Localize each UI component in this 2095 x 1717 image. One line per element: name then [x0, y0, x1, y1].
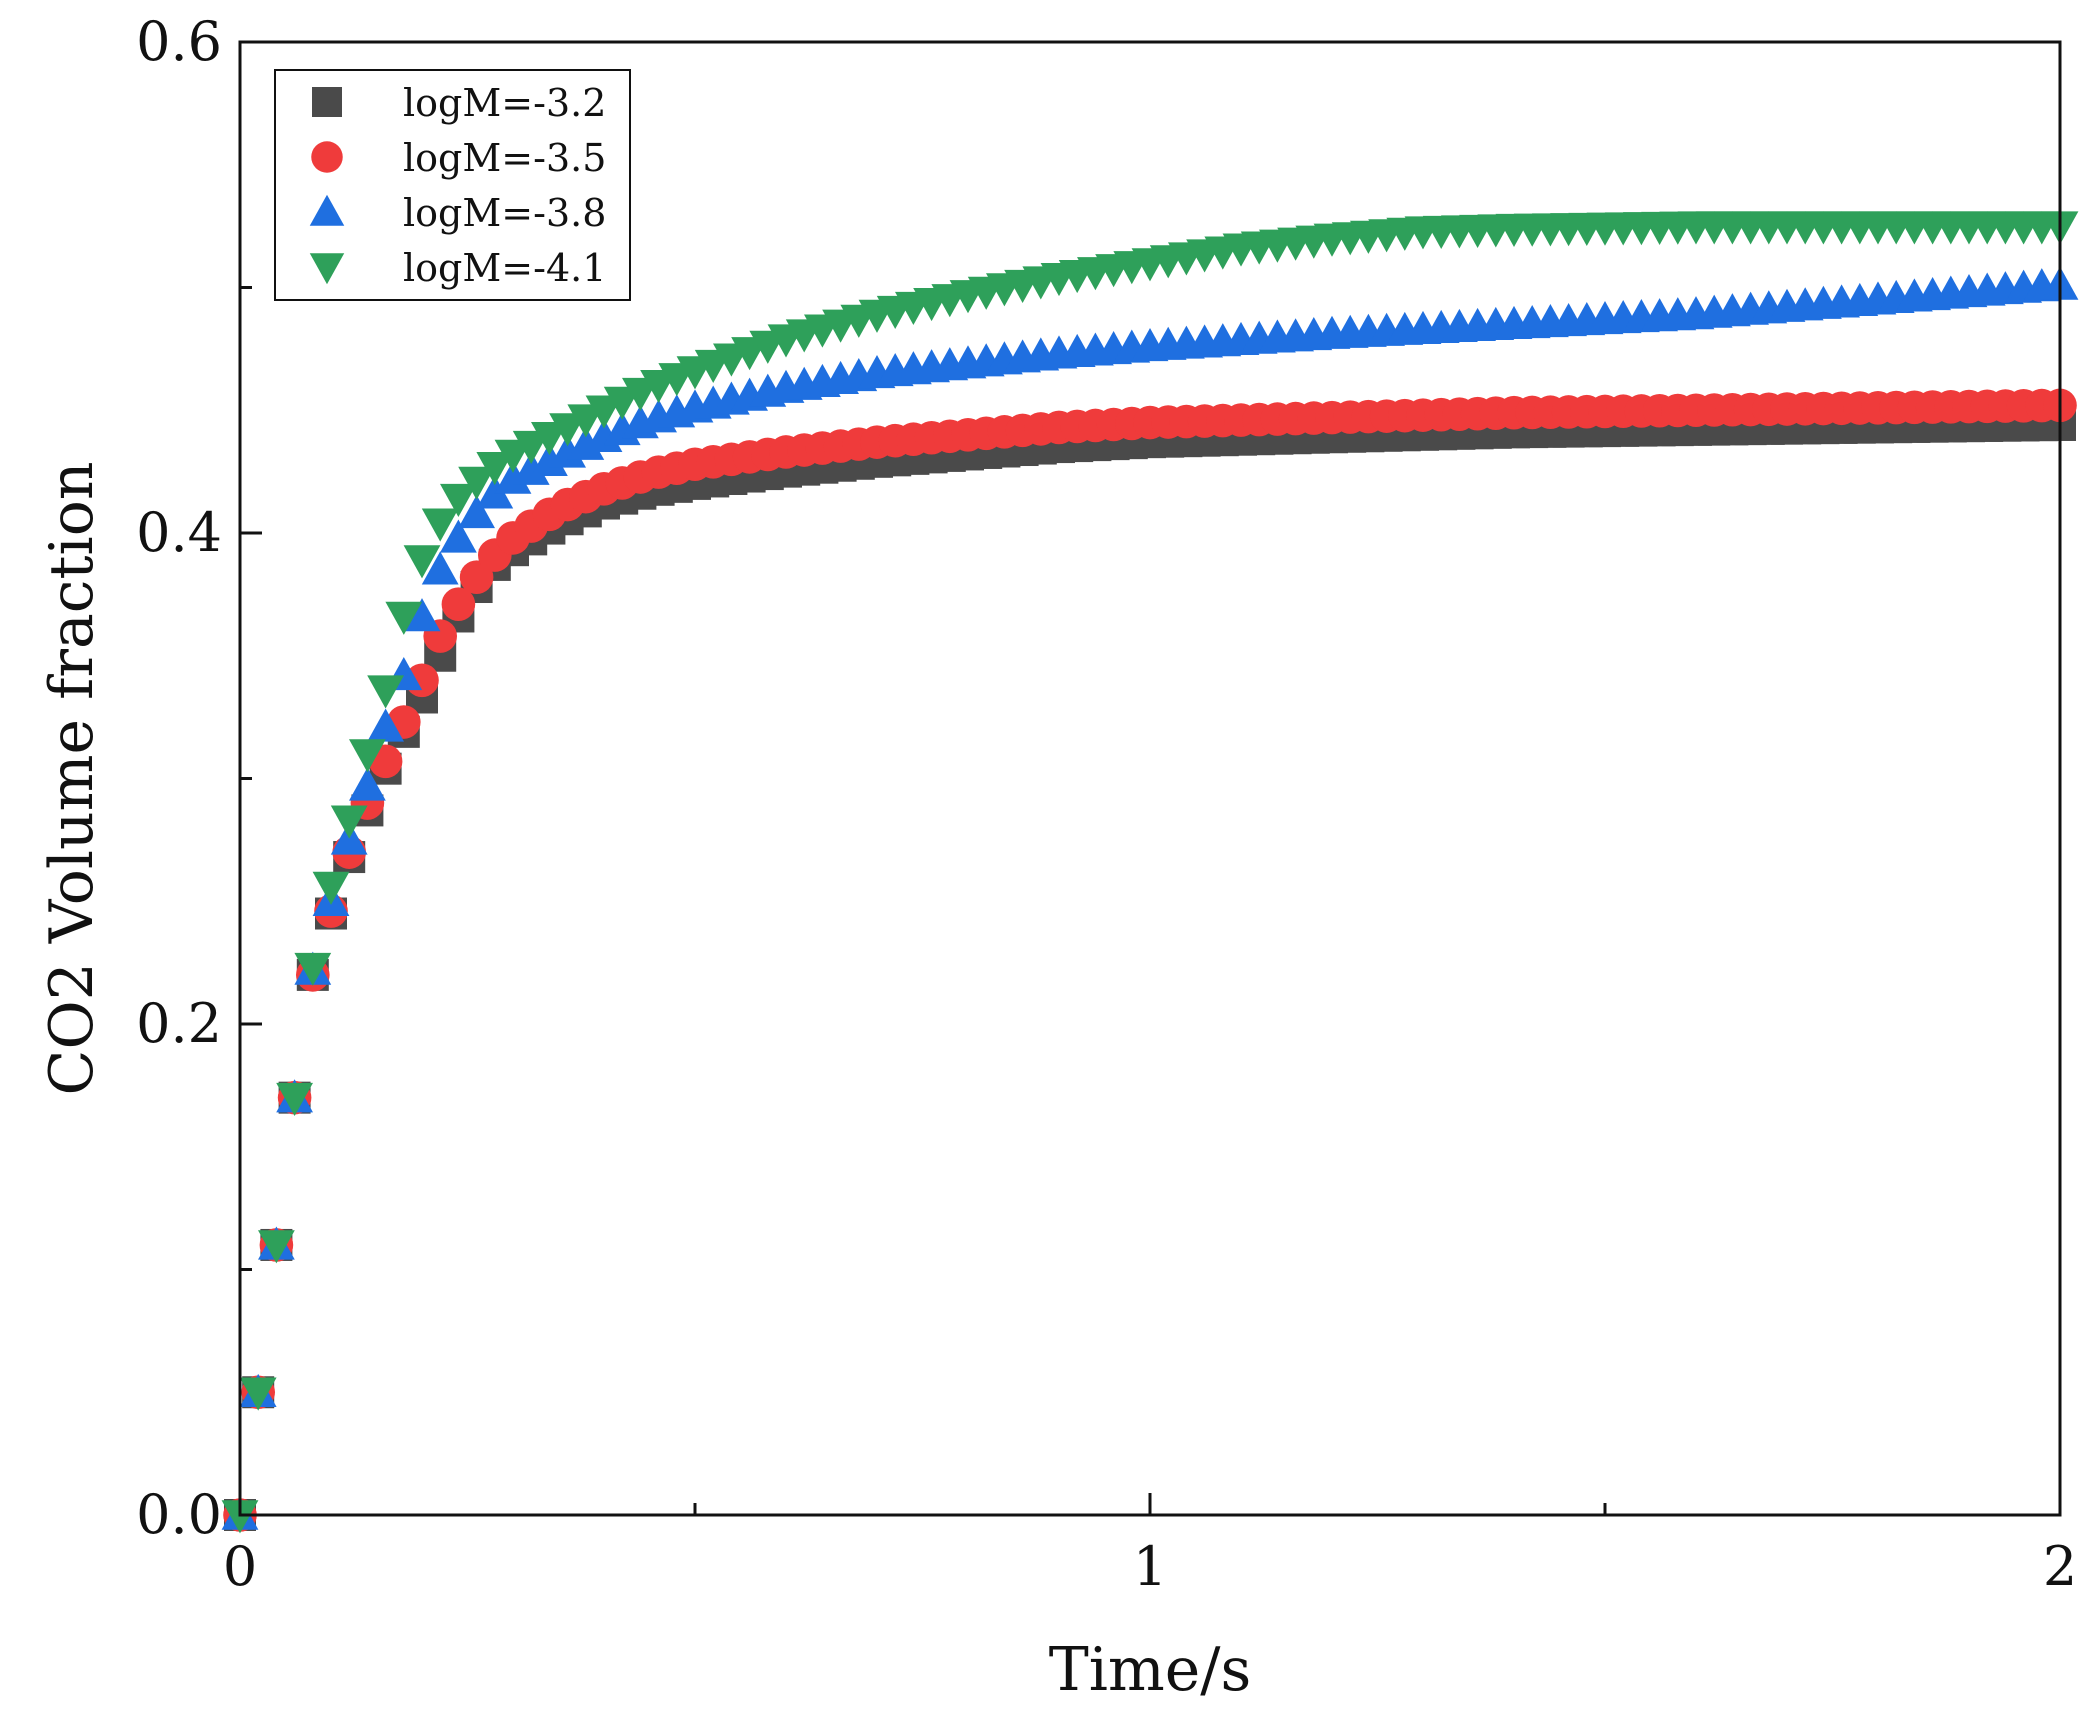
legend-label: logM=-4.1 [403, 246, 606, 290]
data-point [330, 805, 368, 839]
ticks-layer: 0 1 2 0.0 0.2 0.4 0.6 [136, 10, 2077, 1598]
y-tick-label: 0.2 [136, 992, 222, 1055]
data-point [440, 519, 477, 553]
data-point [458, 494, 495, 529]
y-tick-label: 0.4 [136, 501, 222, 564]
legend-marker [311, 141, 343, 173]
data-point [294, 952, 332, 986]
data-point [385, 601, 423, 635]
data-point [312, 871, 350, 905]
data-point [567, 404, 605, 438]
x-tick-label: 0 [223, 1535, 257, 1598]
data-point [476, 451, 514, 486]
data-point [458, 466, 495, 500]
data-point [403, 598, 441, 632]
data-point [349, 767, 386, 801]
series-layer [221, 211, 2079, 1534]
legend-marker [312, 87, 342, 117]
data-point [349, 739, 386, 773]
data-point [476, 475, 514, 509]
data-point [512, 430, 550, 465]
data-point [549, 413, 586, 447]
data-point [367, 708, 404, 742]
data-point [403, 545, 441, 579]
x-tick-label: 2 [2043, 1535, 2077, 1598]
data-point [494, 439, 532, 473]
x-axis-title: Time/s [1049, 1635, 1252, 1705]
legend-marker [309, 253, 345, 285]
data-point [512, 451, 550, 485]
data-point [421, 508, 459, 542]
data-point [239, 1377, 277, 1411]
x-tick-label: 1 [1133, 1535, 1167, 1598]
data-point [421, 551, 459, 585]
y-axis-title: CO2 Volume fraction [37, 462, 107, 1096]
data-point [221, 1500, 259, 1534]
data-point [585, 395, 623, 429]
y-tick-label: 0.0 [136, 1483, 222, 1546]
data-point [258, 1230, 295, 1264]
data-point [531, 442, 568, 477]
data-point [276, 1082, 313, 1117]
legend-label: logM=-3.2 [403, 81, 606, 125]
series-4 [221, 211, 2079, 1534]
data-point [459, 560, 494, 594]
y-tick-label: 0.6 [136, 10, 222, 73]
data-point [441, 587, 476, 621]
data-point [367, 675, 404, 709]
legend: logM=-3.2 logM=-3.5 logM=-3.8 logM=-4.1 [274, 69, 631, 301]
data-point [440, 483, 477, 518]
series-3 [221, 266, 2079, 1530]
data-point [494, 460, 532, 494]
legend-marker [309, 194, 345, 226]
legend-label: logM=-3.5 [403, 136, 606, 180]
data-point [531, 422, 568, 456]
legend-label: logM=-3.8 [403, 191, 606, 235]
data-point [603, 386, 641, 420]
